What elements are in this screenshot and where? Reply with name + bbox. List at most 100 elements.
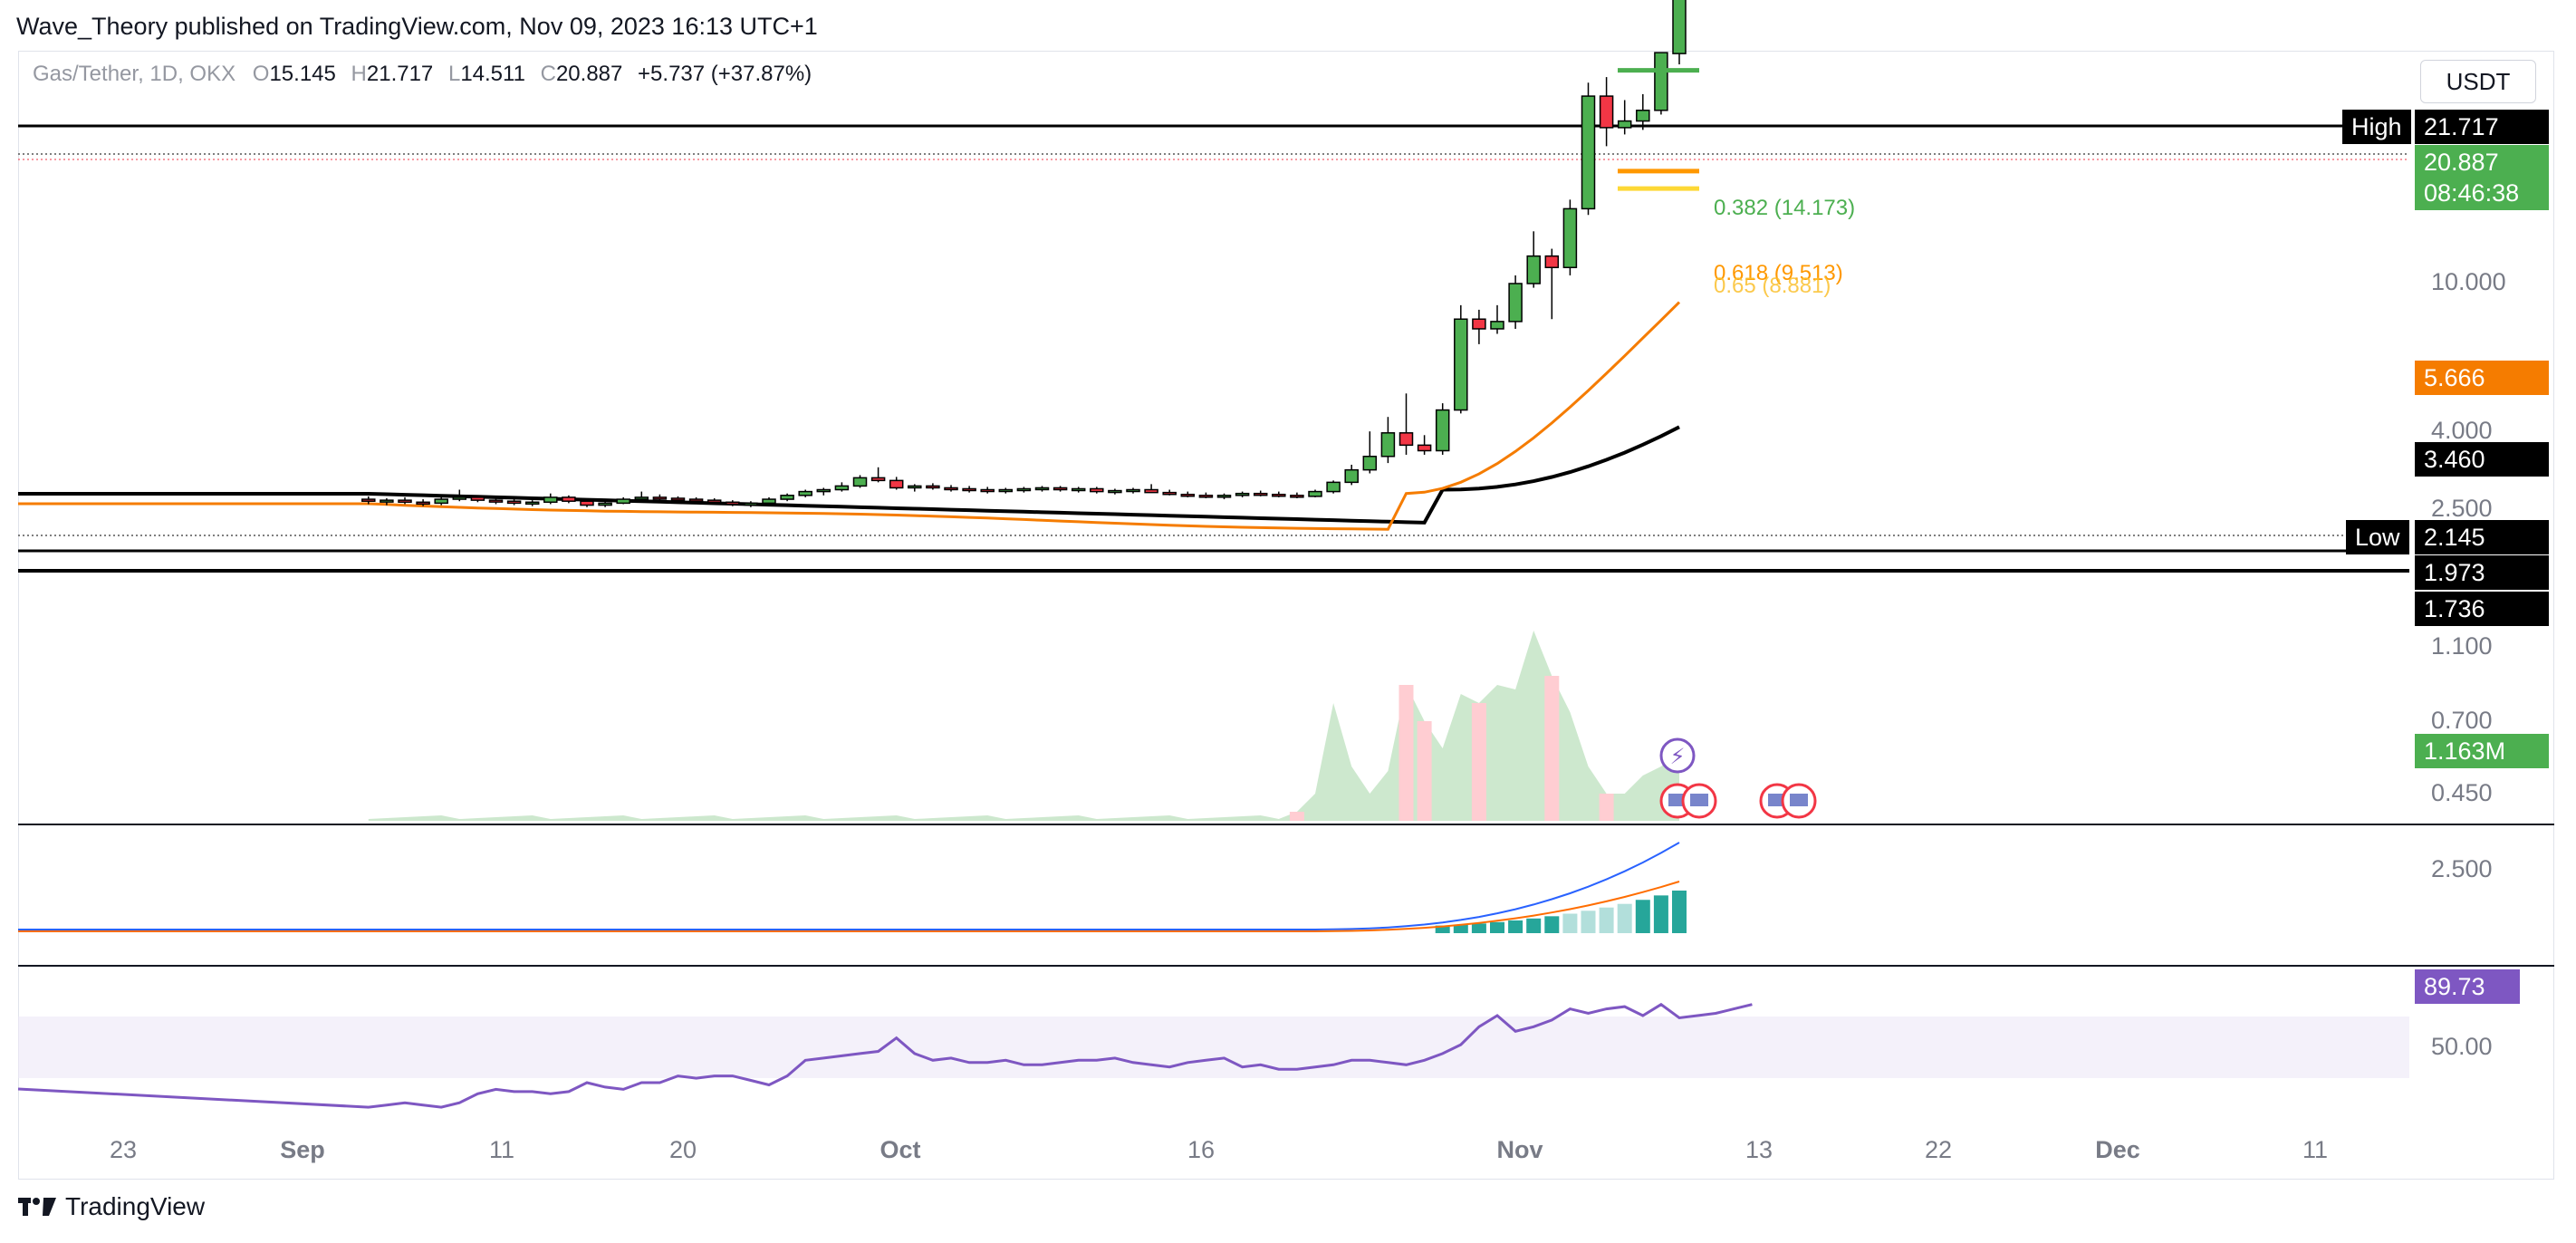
candle-body bbox=[1272, 493, 1286, 497]
candle-body bbox=[780, 495, 794, 500]
close-value: 20.887 bbox=[555, 62, 623, 86]
candle-body bbox=[980, 488, 995, 493]
candle-body bbox=[1344, 468, 1359, 484]
tradingview-logo-icon bbox=[18, 1198, 56, 1216]
candle-body bbox=[1472, 318, 1486, 330]
candle-body bbox=[524, 501, 540, 506]
candle-body bbox=[1071, 487, 1086, 492]
volume-bar-down bbox=[1544, 676, 1560, 821]
macd-histogram-bar bbox=[1635, 900, 1650, 933]
candle-body bbox=[852, 477, 868, 487]
x-tick-label: 13 bbox=[1745, 1136, 1773, 1163]
candle-body bbox=[506, 500, 522, 505]
us-flag-icon-fill bbox=[1790, 794, 1808, 806]
close-label: C bbox=[540, 62, 556, 86]
lightning-icon bbox=[1659, 737, 1696, 774]
candle-body bbox=[1290, 495, 1304, 498]
x-tick-label: 22 bbox=[1924, 1136, 1953, 1163]
volume-bar-down bbox=[1417, 721, 1432, 821]
candle-body bbox=[598, 502, 612, 506]
candle-body bbox=[1454, 318, 1468, 411]
candle-body bbox=[1216, 495, 1232, 498]
macd-axis-2500: 2.500 bbox=[2431, 855, 2493, 882]
x-tick-label: Dec bbox=[2095, 1136, 2140, 1163]
candle-body bbox=[1435, 409, 1450, 452]
high-label: H bbox=[351, 62, 367, 86]
volume-bar-down bbox=[1399, 685, 1414, 821]
candle-body bbox=[1180, 493, 1196, 497]
x-tick-label: 20 bbox=[668, 1136, 697, 1163]
low-label: L bbox=[447, 62, 461, 86]
footer-brand: TradingView bbox=[65, 1192, 206, 1220]
volume-area bbox=[368, 631, 1679, 821]
candle-body bbox=[1654, 52, 1668, 111]
candle-body bbox=[798, 490, 812, 496]
macd-histogram-bar bbox=[1617, 903, 1632, 933]
volume-axis-1100: 1.100 bbox=[2431, 632, 2493, 660]
rsi-line bbox=[17, 1002, 1753, 1109]
countdown-tag: 08:46:38 bbox=[2415, 176, 2549, 210]
candle-body bbox=[580, 500, 594, 506]
candle-body bbox=[634, 496, 649, 500]
high-label-tag: High bbox=[2342, 110, 2411, 144]
candle-body bbox=[816, 488, 831, 493]
fib-label-065: 0.65 (8.881) bbox=[1714, 274, 1831, 298]
candle-body bbox=[543, 496, 558, 504]
macd-histogram-bar bbox=[1453, 924, 1468, 933]
candle-body bbox=[1617, 120, 1632, 129]
ema-orange-tag: 5.666 bbox=[2415, 361, 2549, 395]
lightning-glyph: ⚡ bbox=[1670, 744, 1686, 769]
macd-histogram-bar bbox=[1599, 907, 1614, 933]
x-tick-label: Oct bbox=[879, 1136, 921, 1163]
published-info: Wave_Theory published on TradingView.com… bbox=[16, 13, 818, 40]
level-a-tag: 1.973 bbox=[2415, 555, 2549, 590]
candle-body bbox=[1544, 255, 1560, 269]
footer: TradingView bbox=[18, 1192, 205, 1221]
last-price-tag: 20.887 bbox=[2415, 145, 2549, 179]
x-tick-label: Nov bbox=[1496, 1136, 1543, 1163]
candle-body bbox=[962, 487, 976, 492]
candle-body bbox=[1108, 489, 1122, 494]
ema-black-line bbox=[18, 425, 1680, 525]
candle-body bbox=[1399, 432, 1414, 447]
fib-label-0382: 0.382 (14.173) bbox=[1714, 196, 1856, 220]
x-tick-label: 11 bbox=[2302, 1136, 2329, 1163]
macd-histogram-bar bbox=[1562, 913, 1578, 933]
candle-body bbox=[1526, 255, 1541, 284]
candle-body bbox=[1672, 0, 1687, 54]
rsi-axis-50: 50.00 bbox=[2431, 1033, 2493, 1060]
candle-body bbox=[908, 485, 922, 489]
volume-bar-down bbox=[1471, 703, 1486, 821]
candle-body bbox=[470, 496, 485, 501]
candle-body bbox=[870, 477, 886, 482]
symbol-label: Gas/Tether, 1D, OKX bbox=[33, 62, 236, 86]
candle-body bbox=[1144, 488, 1158, 494]
x-tick-label: 11 bbox=[488, 1136, 515, 1163]
x-tick-label: Sep bbox=[280, 1136, 325, 1163]
candle-body bbox=[1362, 456, 1378, 471]
candle-body bbox=[1581, 95, 1596, 210]
candle-body bbox=[688, 498, 704, 502]
candle-body bbox=[889, 479, 904, 489]
candle-body bbox=[1053, 487, 1068, 491]
price-axis-2-5: 2.500 bbox=[2431, 495, 2493, 522]
rsi-tag: 89.73 bbox=[2415, 969, 2520, 1004]
currency-button[interactable]: USDT bbox=[2420, 60, 2536, 103]
candle-body bbox=[1090, 487, 1104, 493]
high-price-tag: 21.717 bbox=[2415, 110, 2549, 144]
candle-body bbox=[1636, 110, 1650, 122]
candle-body bbox=[1253, 492, 1268, 496]
candle-body bbox=[670, 497, 686, 501]
candle-body bbox=[762, 498, 776, 505]
candle-body bbox=[1162, 491, 1177, 496]
candle-body bbox=[398, 499, 412, 504]
chart-frame[interactable] bbox=[18, 51, 2554, 1180]
candle-body bbox=[1562, 207, 1578, 269]
macd-histogram-bar bbox=[1490, 921, 1504, 933]
candle-body bbox=[744, 502, 758, 506]
macd-histogram-bar bbox=[1672, 891, 1687, 933]
candle-body bbox=[1599, 95, 1614, 129]
x-tick-label: 23 bbox=[109, 1136, 138, 1163]
macd-histogram-bar bbox=[1526, 918, 1542, 933]
